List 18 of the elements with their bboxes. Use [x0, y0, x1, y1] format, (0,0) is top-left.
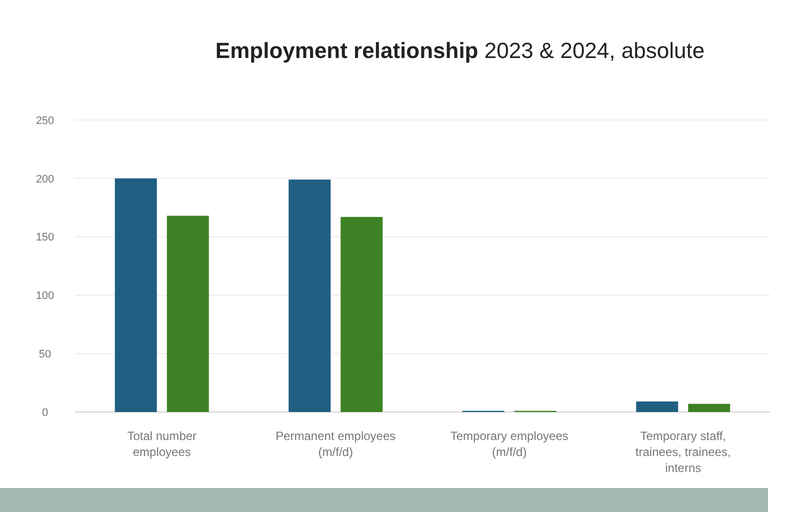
y-tick-label: 200 [36, 173, 54, 186]
x-tick-label: Permanent employees (m/f/d) [276, 429, 396, 459]
x-tick-label: Temporary employees (m/f/d) [450, 429, 568, 459]
y-tick-label: 150 [36, 232, 54, 244]
bar [636, 401, 678, 412]
bar [340, 216, 383, 412]
x-tick-label: Total number employees [127, 429, 197, 459]
bar [688, 404, 730, 412]
y-tick-label: 0 [42, 406, 48, 419]
bar [114, 178, 157, 412]
y-tick-label: 50 [38, 348, 52, 360]
x-tick-label: Temporary staff, trainees, trainees, interns [635, 429, 731, 475]
bar [288, 180, 331, 412]
bar [166, 216, 209, 412]
chart-title: Employment relationship [215, 38, 478, 63]
y-tick-label: 250 [36, 114, 54, 127]
y-tick-label: 100 [36, 290, 54, 302]
chart-subtitle: 2023 & 2024, absolute [478, 38, 705, 63]
